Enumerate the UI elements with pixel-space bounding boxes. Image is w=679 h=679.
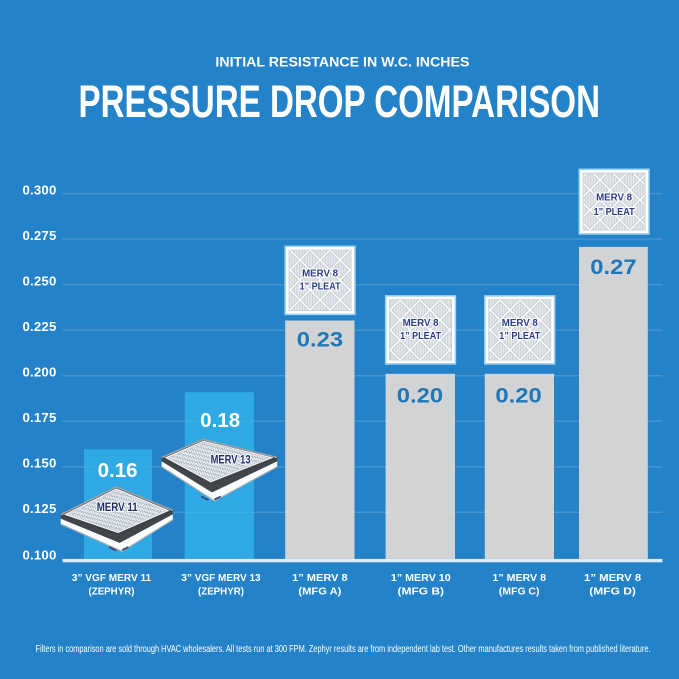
svg-text:MERV 8: MERV 8: [302, 269, 338, 280]
svg-text:(ZEPHYR): (ZEPHYR): [89, 586, 135, 597]
svg-text:(MFG B): (MFG B): [398, 586, 445, 597]
svg-text:1” PLEAT: 1” PLEAT: [594, 207, 635, 218]
svg-text:MERV 11: MERV 11: [97, 502, 139, 514]
svg-text:0.20: 0.20: [495, 384, 541, 407]
svg-text:INITIAL RESISTANCE IN W.C. INC: INITIAL RESISTANCE IN W.C. INCHES: [215, 54, 469, 69]
svg-text:0.225: 0.225: [22, 319, 56, 334]
svg-text:1” PLEAT: 1” PLEAT: [400, 331, 441, 342]
svg-text:MERV 13: MERV 13: [211, 455, 251, 467]
svg-text:1” MERV 10: 1” MERV 10: [391, 573, 451, 584]
svg-text:0.150: 0.150: [22, 456, 56, 471]
svg-text:0.200: 0.200: [22, 365, 56, 380]
svg-text:MERV 8: MERV 8: [502, 318, 538, 329]
svg-text:1” PLEAT: 1” PLEAT: [499, 331, 540, 342]
svg-text:(MFG C): (MFG C): [499, 586, 540, 597]
svg-text:0.300: 0.300: [22, 182, 56, 197]
svg-text:0.275: 0.275: [22, 228, 56, 243]
svg-text:0.20: 0.20: [397, 384, 443, 407]
svg-text:(ZEPHYR): (ZEPHYR): [198, 586, 244, 597]
svg-text:0.27: 0.27: [590, 256, 636, 279]
svg-text:MERV 8: MERV 8: [403, 318, 439, 329]
svg-text:3” VGF MERV 13: 3” VGF MERV 13: [181, 573, 261, 584]
svg-text:0.175: 0.175: [22, 410, 56, 425]
svg-text:1” PLEAT: 1” PLEAT: [300, 281, 341, 292]
svg-text:MERV 8: MERV 8: [596, 192, 632, 203]
svg-text:1” MERV 8: 1” MERV 8: [584, 573, 642, 584]
svg-text:PRESSURE DROP COMPARISON: PRESSURE DROP COMPARISON: [79, 76, 601, 127]
svg-text:1” MERV 8: 1” MERV 8: [292, 573, 348, 584]
svg-text:1” MERV 8: 1” MERV 8: [492, 573, 546, 584]
svg-text:0.250: 0.250: [22, 274, 56, 289]
svg-text:(MFG D): (MFG D): [589, 586, 636, 597]
svg-text:Filters in comparison are sold: Filters in comparison are sold through H…: [36, 644, 651, 655]
svg-text:3” VGF MERV 11: 3” VGF MERV 11: [72, 573, 152, 584]
svg-text:(MFG A): (MFG A): [298, 586, 341, 597]
svg-text:0.100: 0.100: [22, 548, 56, 563]
svg-text:0.23: 0.23: [297, 328, 343, 351]
svg-text:0.16: 0.16: [98, 459, 138, 482]
svg-text:0.125: 0.125: [22, 501, 56, 516]
svg-text:0.18: 0.18: [200, 409, 240, 432]
